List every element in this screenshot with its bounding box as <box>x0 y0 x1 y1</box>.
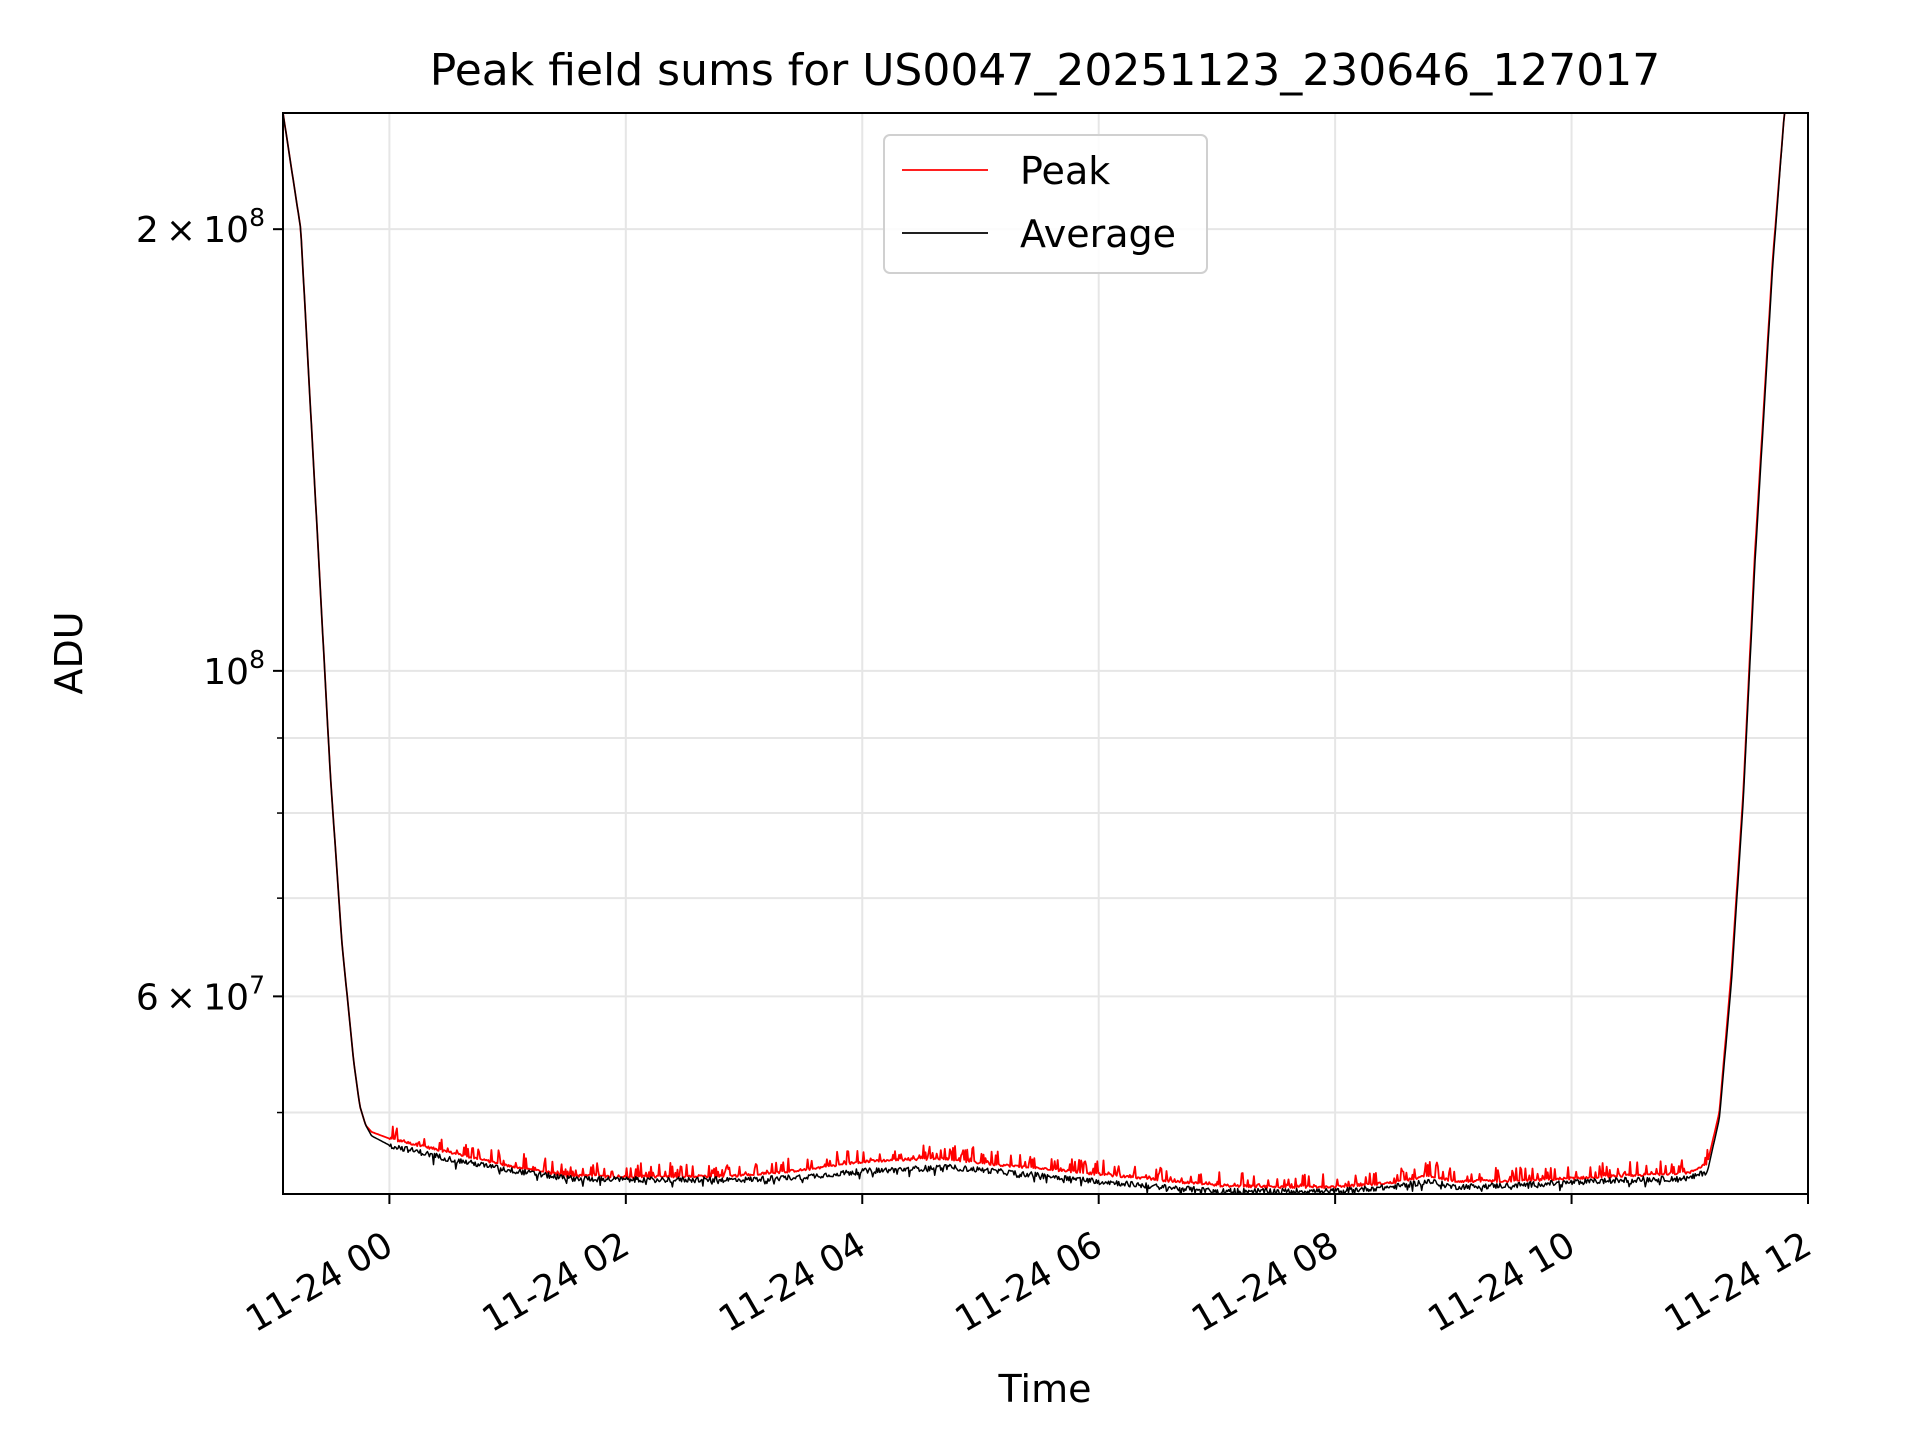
grid-lines <box>283 113 1808 1194</box>
y-tick-label: 2 × 108 <box>136 203 265 251</box>
legend: Peak Average <box>883 134 1208 274</box>
y-tick-label: 6 × 107 <box>136 970 265 1018</box>
y-axis-label: ADU <box>47 611 91 694</box>
x-axis-label: Time <box>998 1367 1092 1411</box>
series-line-peak <box>283 113 1808 1189</box>
legend-label-peak: Peak <box>1020 149 1110 193</box>
y-axis-ticks: 2 × 108 108 6 × 107 <box>136 203 283 1114</box>
series-lines <box>283 113 1808 1194</box>
legend-label-average: Average <box>1020 212 1176 256</box>
y-tick-label: 108 <box>203 645 265 693</box>
chart-title: Peak field sums for US0047_20251123_2306… <box>430 45 1660 96</box>
series-line-average <box>283 113 1808 1194</box>
plot-frame <box>282 112 1809 1195</box>
